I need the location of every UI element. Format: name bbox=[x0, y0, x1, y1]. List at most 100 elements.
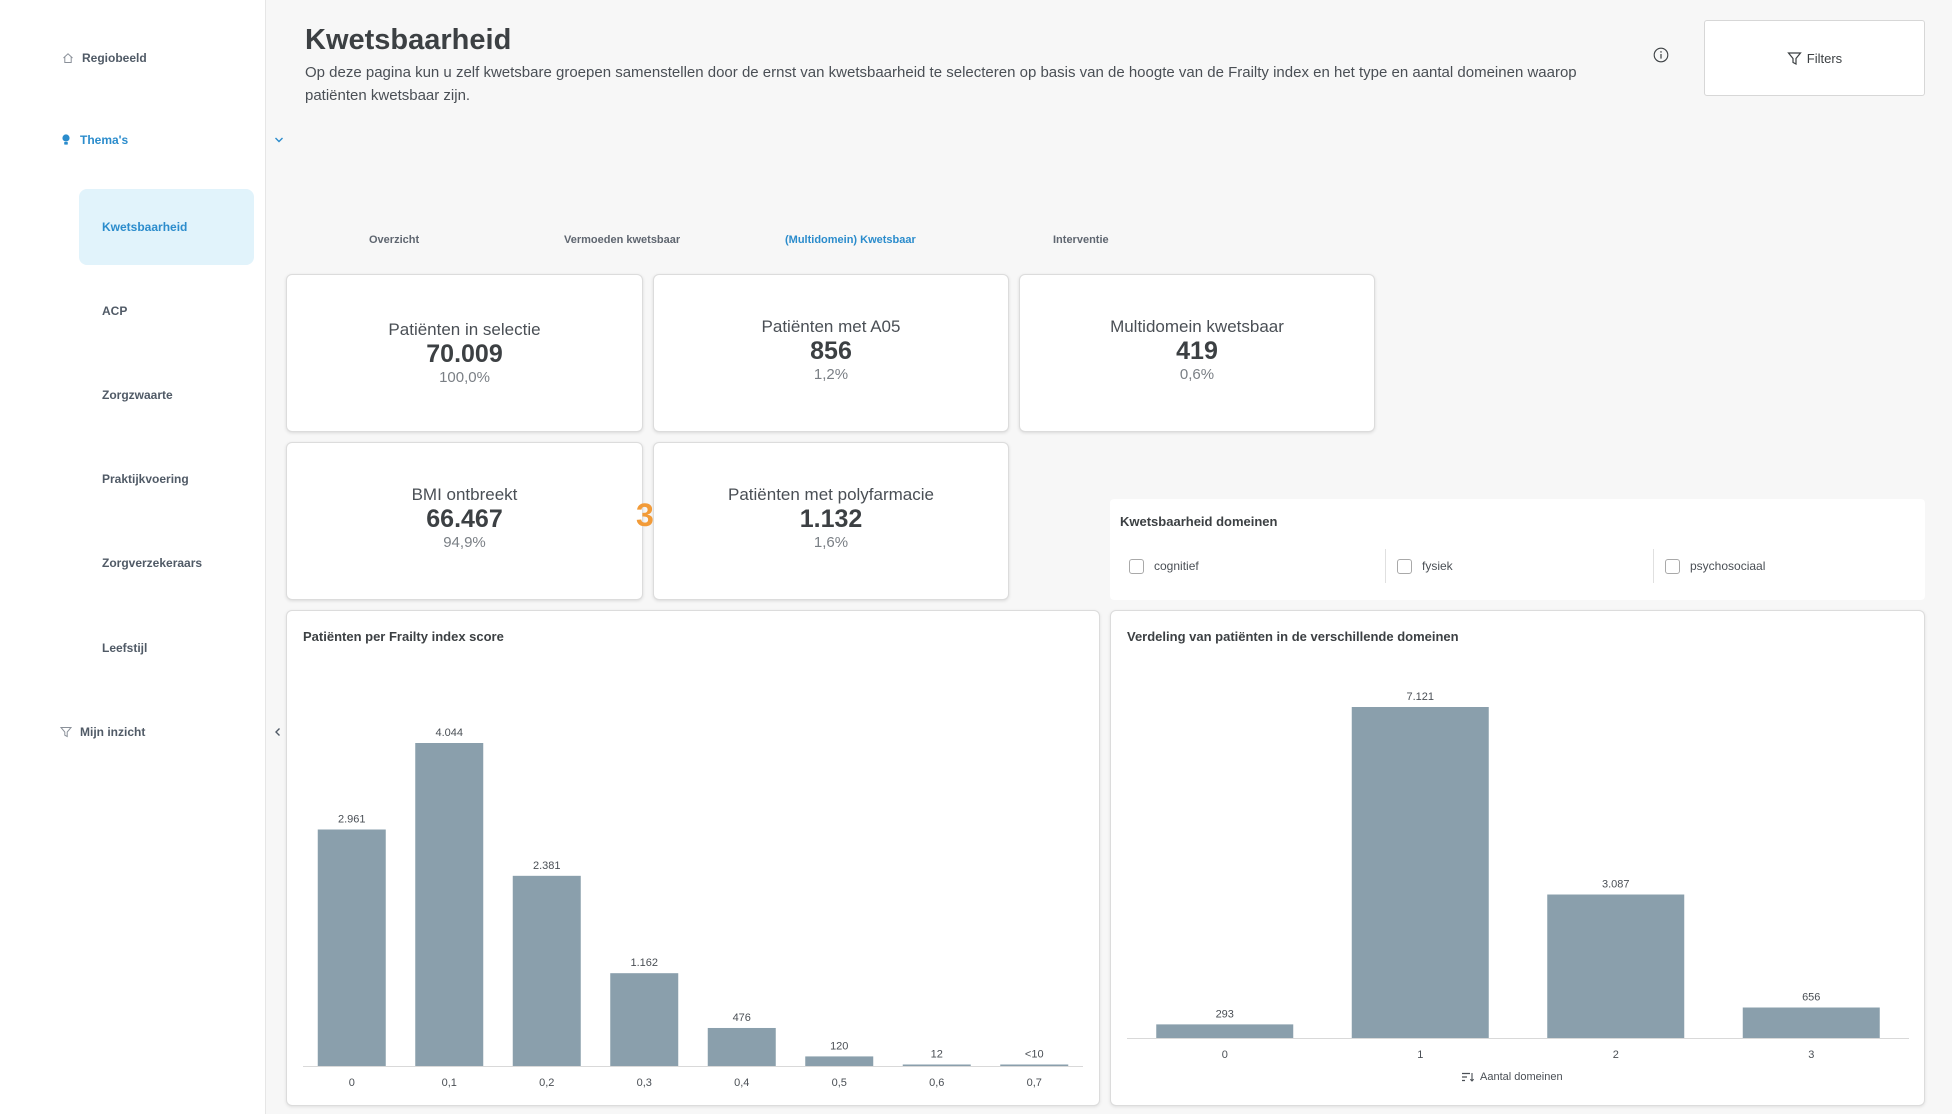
bar-value-label: 1.162 bbox=[630, 957, 658, 969]
kpi-patienten-met-a05: Patiënten met A05 856 1,2% bbox=[653, 274, 1009, 432]
domains-filter-panel: Kwetsbaarheid domeinen cognitief fysiek … bbox=[1110, 499, 1925, 600]
frailty-bar-chart: 2.961 0 4.044 0,1 2.381 0,2 1.162 0,3 476 0,4 120 0… bbox=[303, 727, 1083, 1089]
kpi-percentage: 1,6% bbox=[813, 534, 849, 551]
kpi-value: 856 bbox=[810, 337, 852, 365]
x-axis-label: Aantal domeinen bbox=[1480, 1071, 1563, 1083]
x-tick-label: 0,6 bbox=[929, 1077, 944, 1089]
kpi-label: Patiënten met polyfarmacie bbox=[728, 485, 934, 504]
bar-value-label: 12 bbox=[931, 1049, 943, 1061]
kpi-value: 70.009 bbox=[426, 340, 503, 368]
lightbulb-icon bbox=[62, 134, 70, 145]
kpi-percentage: 100,0% bbox=[439, 369, 490, 386]
sidebar-item-zorgverzekeraars[interactable]: Zorgverzekeraars bbox=[79, 525, 254, 601]
sidebar-item-label: Kwetsbaarheid bbox=[102, 220, 188, 234]
bar-3[interactable] bbox=[1742, 1007, 1880, 1038]
tab-interventie[interactable]: Interventie bbox=[1053, 234, 1109, 246]
sort-icon[interactable] bbox=[1461, 1072, 1474, 1082]
bar-value-label: 120 bbox=[830, 1040, 848, 1052]
bar-0,7[interactable] bbox=[1000, 1064, 1069, 1067]
kpi-patienten-in-selectie: Patiënten in selectie 70.009 100,0% bbox=[286, 274, 643, 432]
bar-0,6[interactable] bbox=[902, 1064, 971, 1067]
filters-button[interactable]: Filters bbox=[1704, 20, 1925, 96]
info-icon[interactable] bbox=[1653, 47, 1669, 63]
bar-value-label: 3.087 bbox=[1602, 879, 1630, 891]
page-title: Kwetsbaarheid bbox=[305, 24, 512, 56]
bar-value-label: 656 bbox=[1802, 992, 1820, 1004]
domain-label: psychosociaal bbox=[1690, 559, 1766, 573]
tab-vermoeden-kwetsbaar[interactable]: Vermoeden kwetsbaar bbox=[564, 234, 681, 246]
divider bbox=[1653, 549, 1654, 583]
bar-0[interactable] bbox=[317, 829, 386, 1066]
kpi-percentage: 1,2% bbox=[813, 366, 849, 383]
sidebar-item-label: Praktijkvoering bbox=[102, 472, 189, 486]
x-tick-label: 0 bbox=[349, 1077, 355, 1089]
bar-0,5[interactable] bbox=[805, 1056, 874, 1066]
sidebar-item-praktijkvoering[interactable]: Praktijkvoering bbox=[79, 441, 254, 517]
domain-checkbox-cognitief[interactable]: cognitief bbox=[1129, 549, 1199, 583]
sidebar-item-label: ACP bbox=[102, 304, 128, 318]
bar-value-label: <10 bbox=[1025, 1049, 1044, 1061]
sidebar-item-acp[interactable]: ACP bbox=[79, 273, 254, 349]
x-tick-label: 3 bbox=[1808, 1049, 1814, 1061]
kpi-value: 66.467 bbox=[426, 505, 503, 533]
kpi-multidomein-kwetsbaar: Multidomein kwetsbaar 419 0,6% bbox=[1019, 274, 1375, 432]
kpi-label: Patiënten met A05 bbox=[761, 317, 901, 336]
page-description: Op deze pagina kun u zelf kwetsbare groe… bbox=[305, 64, 1577, 104]
chart-title: Verdeling van patiënten in de verschille… bbox=[1127, 629, 1459, 644]
kpi-percentage: 94,9% bbox=[443, 534, 486, 551]
sidebar-item-label: Zorgverzekeraars bbox=[102, 556, 203, 570]
bar-1[interactable] bbox=[1351, 707, 1489, 1038]
x-tick-label: 0,3 bbox=[637, 1077, 652, 1089]
x-tick-label: 0,4 bbox=[734, 1077, 749, 1089]
nav-regiobeeld-label: Regiobeeld bbox=[82, 51, 147, 65]
home-icon bbox=[63, 53, 73, 63]
bar-0,4[interactable] bbox=[707, 1027, 776, 1066]
bar-2[interactable] bbox=[1547, 894, 1685, 1038]
domains-chart-panel: Verdeling van patiënten in de verschille… bbox=[1110, 610, 1925, 1106]
bar-0[interactable] bbox=[1156, 1024, 1294, 1038]
x-tick-label: 2 bbox=[1613, 1049, 1619, 1061]
sidebar-item-label: Zorgzwaarte bbox=[102, 388, 173, 402]
bar-0,3[interactable] bbox=[610, 973, 679, 1066]
domain-checkbox-fysiek[interactable]: fysiek bbox=[1397, 549, 1453, 583]
kpi-label: Multidomein kwetsbaar bbox=[1110, 317, 1284, 336]
bar-value-label: 476 bbox=[733, 1012, 751, 1024]
chevron-left-icon[interactable] bbox=[274, 727, 282, 737]
domains-bar-chart: 293 0 7.121 1 3.087 2 656 3 bbox=[1127, 691, 1909, 1061]
chevron-down-icon[interactable] bbox=[274, 136, 284, 144]
nav-regiobeeld[interactable]: Regiobeeld bbox=[62, 51, 147, 65]
domain-checkbox-psychosociaal[interactable]: psychosociaal bbox=[1665, 549, 1765, 583]
nav-mijn-inzicht[interactable]: Mijn inzicht bbox=[60, 725, 280, 739]
checkbox[interactable] bbox=[1397, 558, 1412, 574]
kpi-value: 1.132 bbox=[799, 505, 863, 533]
sidebar-item-label: Leefstijl bbox=[102, 641, 148, 655]
bar-0,2[interactable] bbox=[512, 875, 581, 1066]
bar-value-label: 293 bbox=[1216, 1008, 1234, 1020]
sidebar-item-leefstijl[interactable]: Leefstijl bbox=[79, 610, 254, 686]
kpi-value: 419 bbox=[1176, 337, 1218, 365]
checkbox[interactable] bbox=[1129, 558, 1144, 574]
domain-label: cognitief bbox=[1154, 559, 1199, 573]
nav-themas-label: Thema's bbox=[80, 133, 129, 147]
x-tick-label: 0 bbox=[1222, 1049, 1228, 1061]
tab-multidomein-kwetsbaar[interactable]: (Multidomein) Kwetsbaar bbox=[785, 234, 916, 246]
filter-icon bbox=[60, 727, 72, 738]
tab-overzicht[interactable]: Overzicht bbox=[369, 234, 420, 246]
sidebar: Regiobeeld Thema's Kwetsbaarheid ACP Zor… bbox=[0, 0, 283, 1114]
bar-value-label: 2.961 bbox=[338, 814, 366, 826]
kpi-label: Patiënten in selectie bbox=[388, 320, 541, 339]
divider bbox=[1385, 549, 1386, 583]
filters-label: Filters bbox=[1806, 50, 1843, 66]
nav-themas[interactable]: Thema's bbox=[60, 133, 283, 147]
checkbox[interactable] bbox=[1665, 558, 1680, 574]
bar-0,1[interactable] bbox=[415, 743, 484, 1066]
x-tick-label: 0,5 bbox=[832, 1077, 847, 1089]
domain-label: fysiek bbox=[1422, 559, 1453, 573]
x-tick-label: 0,7 bbox=[1027, 1077, 1042, 1089]
sidebar-item-zorgzwaarte[interactable]: Zorgzwaarte bbox=[79, 357, 254, 433]
frailty-chart-panel: Patiënten per Frailty index score 2.961 0… bbox=[286, 610, 1100, 1106]
kpi-percentage: 0,6% bbox=[1179, 366, 1215, 383]
kpi-bmi-ontbreekt: BMI ontbreekt 66.467 94,9% bbox=[286, 442, 643, 600]
sidebar-item-kwetsbaarheid[interactable]: Kwetsbaarheid bbox=[79, 189, 254, 265]
annotation-marker-3: 3 bbox=[636, 497, 654, 533]
